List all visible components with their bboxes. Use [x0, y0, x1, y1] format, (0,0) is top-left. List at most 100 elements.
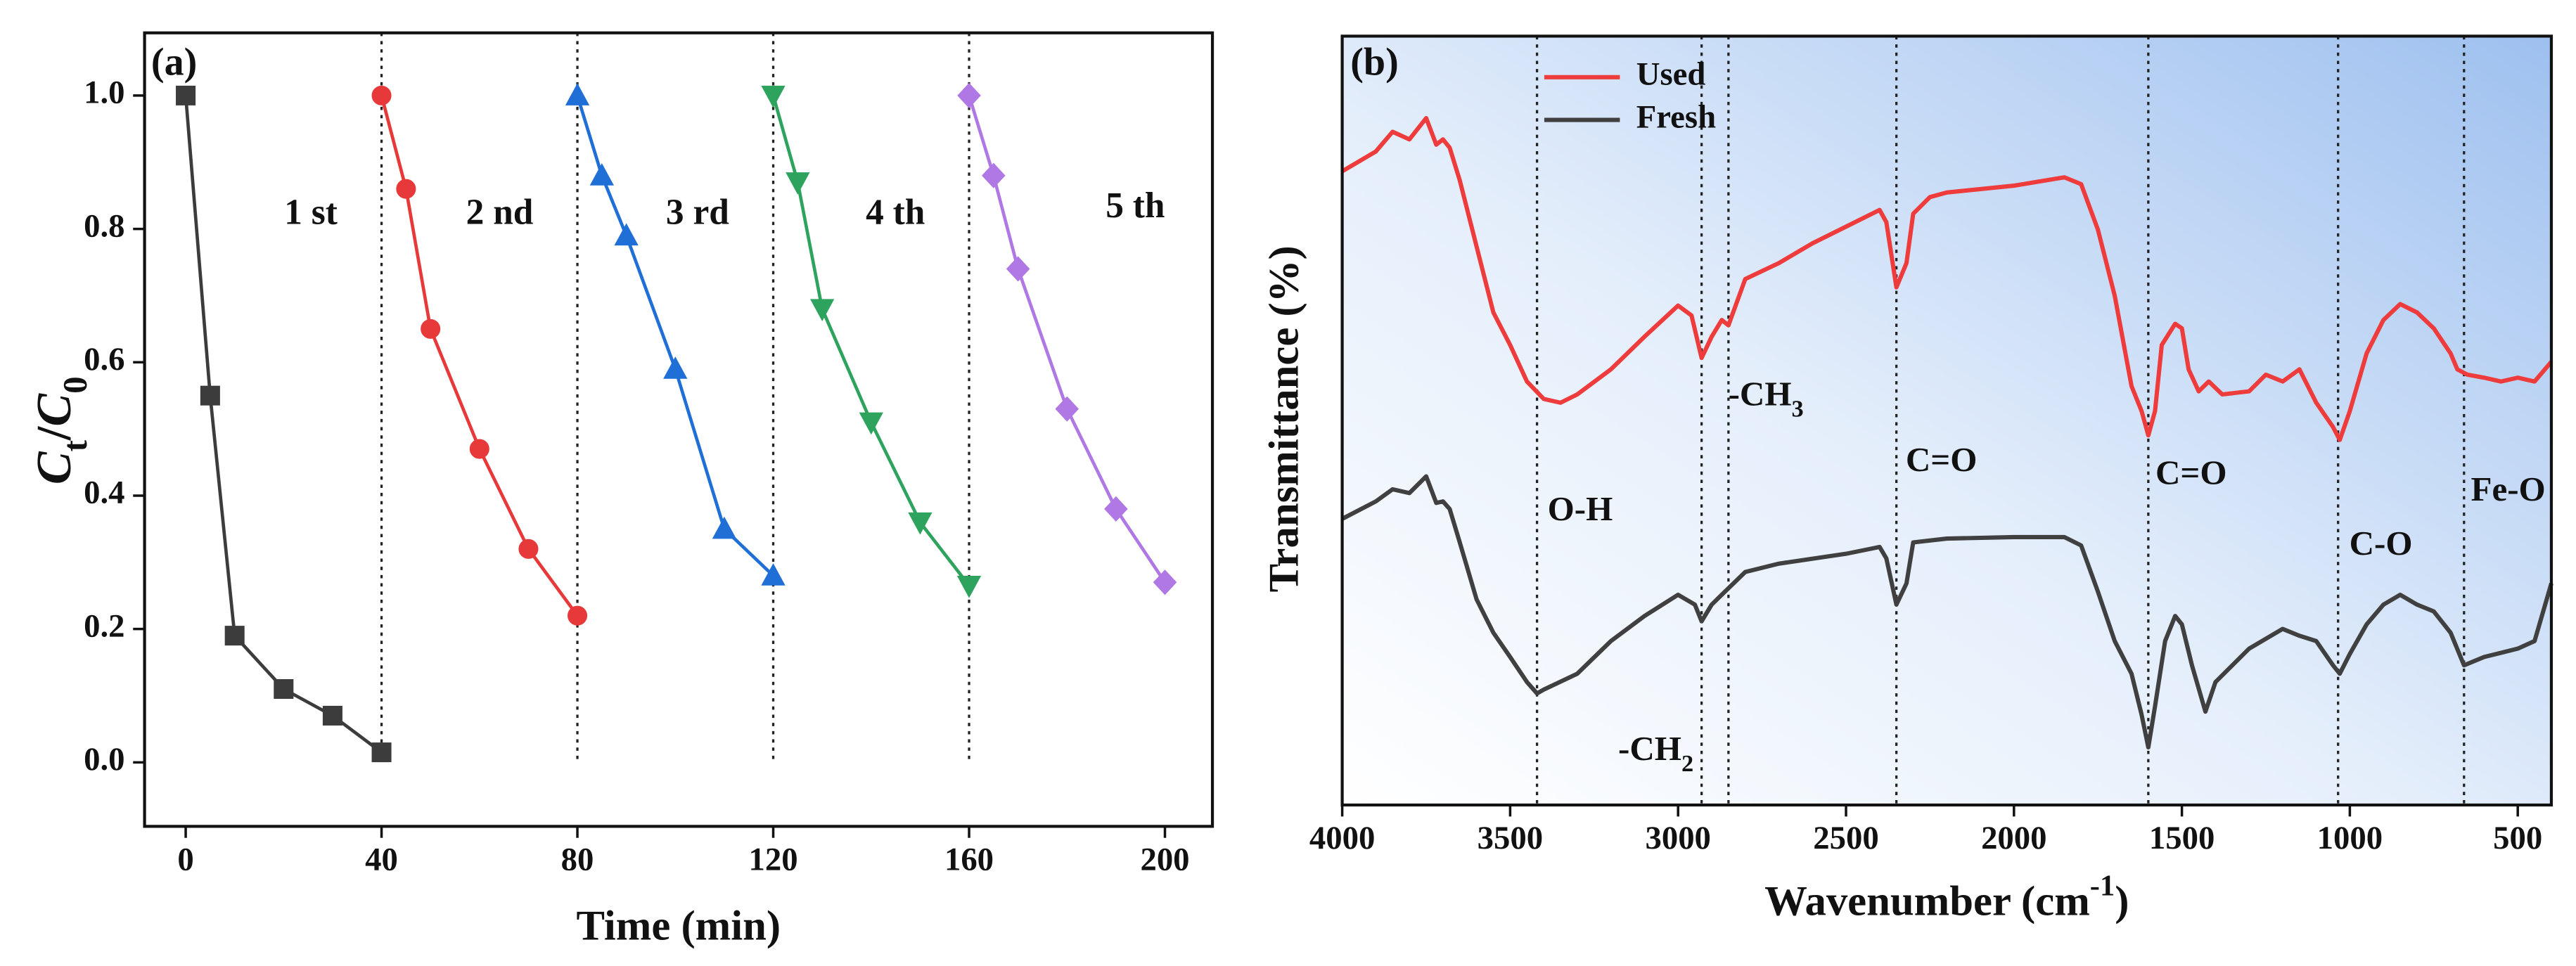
annotation: C=O: [2155, 453, 2227, 492]
marker: [322, 705, 342, 726]
y-tick-label: 0.2: [84, 607, 124, 644]
plot-frame: [1340, 34, 2553, 807]
x-axis-title: Wavenumber (cm-1): [1764, 870, 2129, 925]
x-tick-label: 3500: [1478, 820, 1543, 856]
x-tick-label: 3000: [1645, 820, 1710, 856]
marker: [565, 83, 590, 105]
marker: [469, 439, 489, 459]
annotation: -CH3: [1729, 375, 1804, 423]
x-tick-label: 0: [177, 842, 193, 878]
series-label: 2 nd: [466, 192, 534, 232]
x-tick-label: 1000: [2317, 820, 2383, 856]
marker: [224, 626, 245, 646]
annotation: C-O: [2350, 524, 2413, 562]
series-line: [575, 95, 775, 577]
annotation-part: C=O: [1906, 440, 1978, 479]
marker: [712, 516, 737, 539]
marker: [982, 162, 1006, 188]
y-axis-title-part: /: [27, 425, 82, 441]
y-tick-label: 0.6: [84, 341, 124, 378]
marker: [589, 163, 614, 186]
annotation-part: C-O: [2350, 524, 2413, 562]
x-tick-label: 120: [748, 842, 797, 878]
series-label: 4 th: [866, 192, 925, 232]
marker: [396, 179, 416, 199]
y-axis-title: Ct/C0: [27, 376, 94, 484]
x-axis-title: Time (min): [576, 903, 781, 950]
x-tick-label: 500: [2493, 820, 2542, 856]
marker: [176, 85, 196, 105]
y-tick-label: 1.0: [84, 75, 124, 111]
y-tick-label: 0.0: [84, 741, 124, 778]
x-axis-title-part: ): [2115, 877, 2129, 925]
annotation-part: 3: [1791, 395, 1803, 422]
series-line: [1341, 115, 2553, 442]
annotation-part: -CH: [1618, 729, 1681, 768]
series-label: 1 st: [284, 192, 338, 232]
y-axis-title-part: Transmittance (%): [1260, 245, 1307, 592]
annotation: Fe-O: [2471, 470, 2545, 508]
marker: [1153, 569, 1177, 595]
annotation-part: Fe-O: [2471, 470, 2545, 508]
marker: [761, 85, 786, 108]
marker: [786, 172, 810, 195]
y-axis-title-part: C: [27, 393, 82, 427]
annotation: C=O: [1906, 440, 1978, 479]
y-axis-title-part: C: [27, 451, 82, 484]
x-tick-label: 160: [944, 842, 994, 878]
marker: [956, 575, 982, 598]
legend-label: Used: [1636, 56, 1706, 93]
plot-frame: [143, 31, 1215, 828]
marker: [1055, 396, 1079, 422]
annotation-part: -CH: [1729, 375, 1792, 413]
y-tick-label: 0.4: [84, 475, 124, 511]
marker: [1006, 256, 1030, 282]
series-line: [771, 95, 970, 587]
marker: [518, 539, 539, 559]
marker: [663, 356, 688, 379]
series-label: 3 rd: [666, 192, 729, 232]
marker: [810, 299, 835, 322]
annotation-part: C=O: [2155, 453, 2227, 492]
x-axis-title-part: Time (min): [576, 903, 781, 950]
series-label: 5 th: [1106, 186, 1165, 226]
x-tick-label: 80: [561, 842, 594, 878]
annotation: O-H: [1548, 489, 1613, 528]
marker: [859, 412, 883, 435]
annotation-part: 2: [1681, 750, 1693, 777]
x-tick-label: 200: [1140, 842, 1189, 878]
x-axis-title-part: -1: [2090, 870, 2115, 903]
series-line: [1341, 474, 2553, 749]
x-axis-title-part: Wavenumber (cm: [1764, 877, 2090, 925]
marker: [1104, 496, 1128, 522]
marker: [200, 385, 220, 406]
legend-label: Fresh: [1636, 98, 1716, 135]
panel-background: [1342, 36, 2551, 805]
annotation-part: O-H: [1548, 489, 1613, 528]
x-tick-label: 4000: [1309, 820, 1375, 856]
y-axis-title-part: t: [56, 439, 94, 451]
marker: [274, 678, 294, 700]
marker: [371, 742, 392, 763]
series-line: [380, 95, 579, 617]
x-tick-label: 40: [365, 842, 398, 878]
marker: [957, 82, 981, 108]
x-tick-label: 2000: [1981, 820, 2046, 856]
x-tick-label: 1500: [2149, 820, 2215, 856]
marker: [908, 512, 933, 535]
annotation: -CH2: [1618, 729, 1693, 777]
marker: [614, 223, 639, 246]
y-axis-title-part: 0: [56, 376, 94, 394]
marker: [568, 605, 588, 626]
marker: [761, 563, 786, 586]
panel-label: (a): [151, 40, 197, 84]
y-tick-label: 0.8: [84, 207, 124, 244]
series-line: [967, 95, 1167, 584]
panel-label: (b): [1350, 40, 1399, 84]
marker: [421, 318, 441, 339]
y-axis-title: Transmittance (%): [1260, 245, 1307, 592]
x-tick-label: 2500: [1813, 820, 1878, 856]
marker: [371, 85, 392, 105]
